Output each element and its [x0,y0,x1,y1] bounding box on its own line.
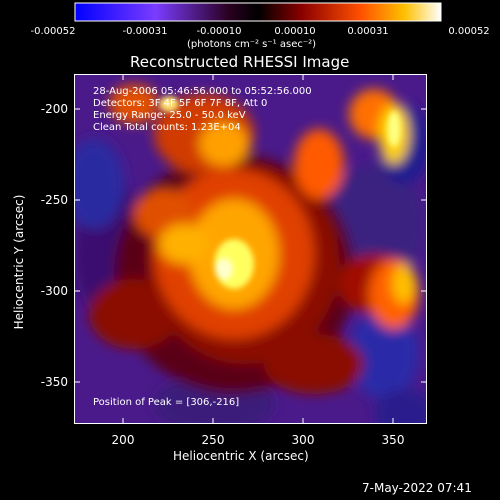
x-tick-label: 200 [111,433,135,447]
colorbar-tick: -0.00031 [122,26,168,37]
y-tick-label: -300 [40,284,68,298]
colorbar-tick: 0.00031 [347,26,389,37]
plot-title: Reconstructed RHESSI Image [130,53,350,71]
y-axis-label: Heliocentric Y (arcsec) [12,194,26,330]
energy-range-label: Energy Range: 25.0 - 50.0 keV [93,110,246,121]
colorbar-tick: -0.00010 [196,26,242,37]
colorbar-tick: 0.00052 [448,26,490,37]
y-tick-label: -200 [40,102,68,116]
solar-image [74,74,427,424]
colorbar [74,2,442,22]
x-tick-label: 250 [201,433,225,447]
detectors-label: Detectors: 3F 4F 5F 6F 7F 8F, Att 0 [93,98,268,109]
x-tick-label: 350 [381,433,405,447]
clean-counts-label: Clean Total counts: 1.23E+04 [93,122,241,133]
time-range-label: 28-Aug-2006 05:46:56.000 to 05:52:56.000 [93,86,312,97]
peak-position-label: Position of Peak = [306,-216] [93,397,240,408]
colorbar-tick: -0.00052 [30,26,76,37]
colorbar-units: (photons cm⁻² s⁻¹ asec⁻²) [187,39,317,50]
colorbar-tick: 0.00010 [274,26,316,37]
y-tick-label: -350 [40,375,68,389]
timestamp: 7-May-2022 07:41 [362,481,472,495]
y-tick-label: -250 [40,193,68,207]
x-tick-label: 300 [291,433,315,447]
x-axis-label: Heliocentric X (arcsec) [173,449,309,463]
